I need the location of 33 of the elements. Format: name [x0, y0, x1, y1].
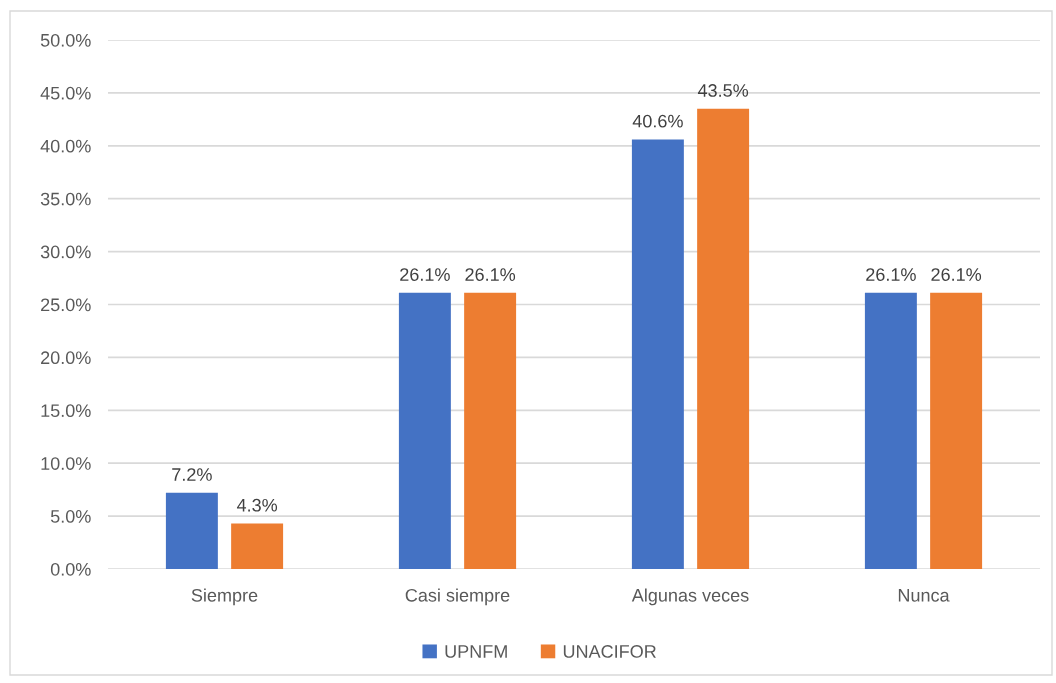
x-tick-label: Nunca: [898, 589, 950, 602]
x-tick-label: Algunas veces: [631, 588, 749, 606]
bar: [165, 492, 218, 569]
bar: [398, 292, 451, 569]
bar: [697, 108, 750, 569]
bar: [464, 292, 517, 569]
data-label: 43.5%: [697, 84, 749, 97]
bar: [631, 139, 684, 569]
bar: [231, 523, 284, 569]
data-label: 7.2%: [172, 468, 212, 481]
x-tick-label: Casi siempre: [405, 588, 510, 606]
data-label: 4.3%: [236, 498, 278, 512]
y-tick-label: 45.0%: [40, 86, 91, 100]
legend-label: UNACIFOR: [563, 645, 656, 658]
bar: [864, 292, 917, 569]
y-tick-label: 50.0%: [40, 33, 91, 47]
y-tick-label: 20.0%: [41, 351, 91, 365]
y-tick-label: 15.0%: [41, 404, 91, 418]
y-tick-label: 5.0%: [50, 510, 91, 523]
data-label: 26.1%: [866, 268, 916, 281]
y-tick-label: 25.0%: [41, 298, 91, 312]
legend-label: UPNFM: [445, 645, 507, 658]
data-label: 26.1%: [400, 268, 450, 281]
y-tick-label: 30.0%: [40, 245, 91, 259]
y-tick-label: 35.0%: [40, 192, 91, 206]
data-label: 40.6%: [632, 114, 683, 128]
bar: [930, 292, 983, 569]
data-label: 26.1%: [465, 268, 516, 281]
y-tick-label: 40.0%: [40, 139, 91, 153]
x-tick-label: Siempre: [191, 588, 258, 606]
y-tick-label: 0.0%: [50, 562, 91, 576]
data-label: 26.1%: [931, 268, 982, 281]
y-tick-label: 10.0%: [41, 457, 91, 470]
